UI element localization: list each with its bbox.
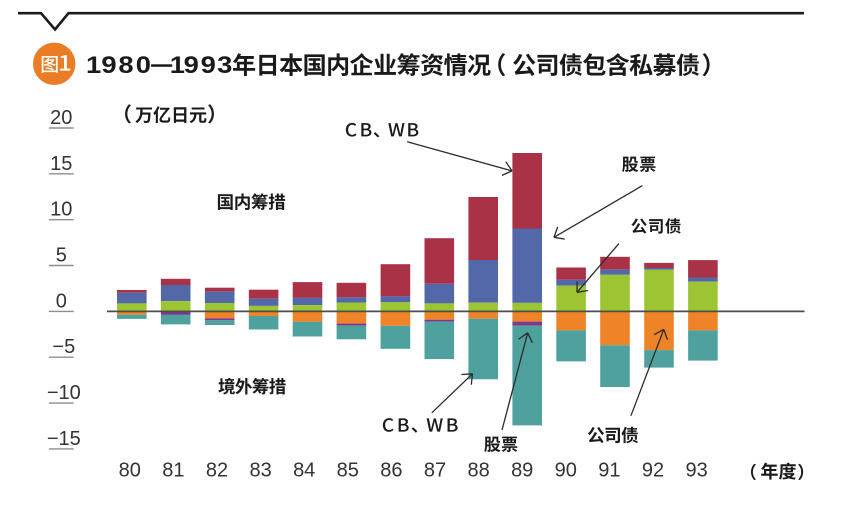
svg-text:15: 15 bbox=[50, 153, 72, 175]
svg-text:−10: −10 bbox=[47, 382, 81, 404]
svg-text:9: 9 bbox=[184, 52, 199, 78]
svg-text:9: 9 bbox=[201, 52, 216, 78]
svg-text:91: 91 bbox=[598, 460, 620, 482]
svg-text:0: 0 bbox=[136, 52, 151, 78]
svg-text:20: 20 bbox=[50, 107, 72, 129]
svg-text:86: 86 bbox=[380, 460, 402, 482]
svg-text:88: 88 bbox=[467, 460, 489, 482]
svg-text:8: 8 bbox=[118, 52, 133, 78]
svg-text:3: 3 bbox=[217, 52, 232, 78]
svg-text:83: 83 bbox=[249, 460, 271, 482]
svg-text:93: 93 bbox=[685, 460, 707, 482]
svg-text:0: 0 bbox=[56, 290, 67, 312]
svg-text:9: 9 bbox=[101, 52, 116, 78]
svg-text:1: 1 bbox=[86, 52, 101, 78]
svg-text:89: 89 bbox=[511, 460, 533, 482]
svg-text:81: 81 bbox=[162, 460, 184, 482]
svg-text:10: 10 bbox=[50, 199, 72, 221]
svg-text:82: 82 bbox=[206, 460, 228, 482]
svg-text:87: 87 bbox=[424, 460, 446, 482]
svg-text:85: 85 bbox=[337, 460, 359, 482]
svg-text:80: 80 bbox=[119, 460, 141, 482]
svg-text:−5: −5 bbox=[52, 336, 75, 358]
svg-text:5: 5 bbox=[56, 245, 67, 267]
svg-text:84: 84 bbox=[293, 460, 315, 482]
svg-text:90: 90 bbox=[555, 460, 577, 482]
svg-text:92: 92 bbox=[642, 460, 664, 482]
svg-text:−15: −15 bbox=[47, 428, 81, 450]
